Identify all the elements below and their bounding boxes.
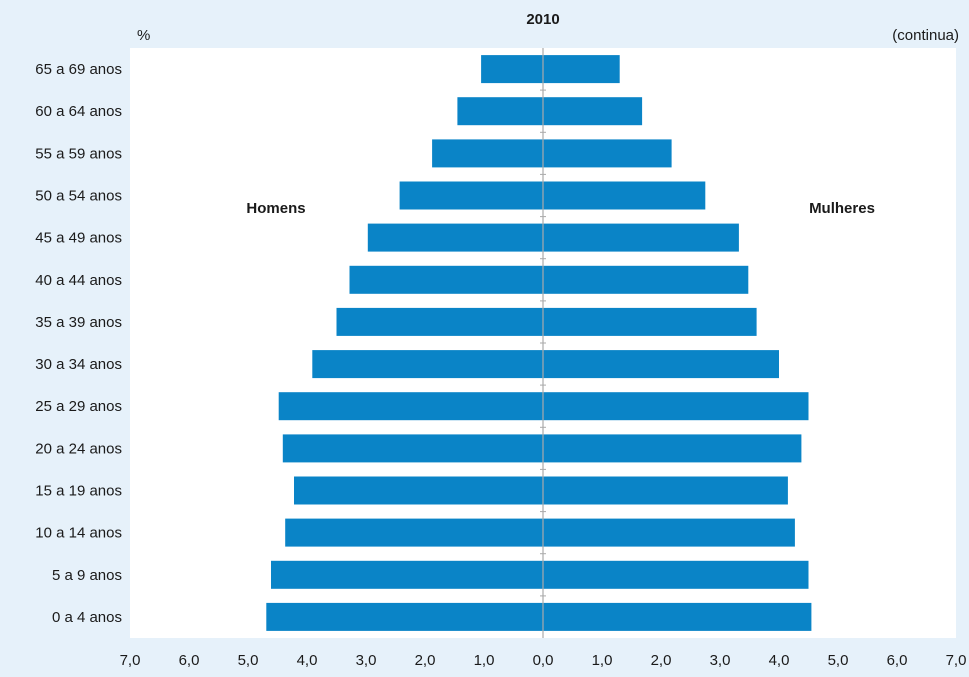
category-label: 50 a 54 anos: [35, 188, 122, 205]
bar-mulheres: [543, 265, 749, 294]
x-axis-ticks: 7,0 6,0 5,0 4,0 3,0 2,0 1,0 0,0 1,0 2,0 3,0 4,0 5,0 6…: [120, 652, 967, 669]
bar-homens: [457, 97, 543, 126]
bar-homens: [432, 139, 543, 168]
x-tick-label: 6,0: [179, 652, 200, 669]
x-tick-label: 5,0: [238, 652, 259, 669]
x-tick-label: 2,0: [415, 652, 436, 669]
category-label: 55 a 59 anos: [35, 145, 122, 162]
bar-homens: [294, 476, 543, 505]
bar-homens: [285, 518, 543, 547]
bar-homens: [282, 434, 543, 463]
bar-mulheres: [543, 476, 788, 505]
series-label-homens: Homens: [246, 200, 305, 217]
bars-group: [266, 55, 812, 631]
category-labels: 65 a 69 anos 60 a 64 anos 55 a 59 anos 50 a…: [35, 61, 122, 626]
bar-homens: [367, 223, 543, 252]
category-label: 30 a 34 anos: [35, 356, 122, 373]
bar-homens: [278, 392, 543, 421]
center-axis-ticks: [540, 89, 546, 597]
bar-homens: [349, 265, 543, 294]
chart-title: 2010: [526, 11, 559, 28]
x-tick-label: 4,0: [769, 652, 790, 669]
bar-mulheres: [543, 350, 779, 379]
bar-mulheres: [543, 223, 739, 252]
bar-homens: [266, 602, 543, 631]
category-label: 5 a 9 anos: [52, 567, 122, 584]
category-label: 45 a 49 anos: [35, 230, 122, 247]
x-tick-label: 7,0: [120, 652, 141, 669]
category-label: 0 a 4 anos: [52, 609, 122, 626]
bar-mulheres: [543, 55, 620, 84]
bar-mulheres: [543, 97, 643, 126]
x-tick-label: 0,0: [533, 652, 554, 669]
category-label: 15 a 19 anos: [35, 483, 122, 500]
continua-note: (continua): [892, 27, 959, 44]
category-label: 65 a 69 anos: [35, 61, 122, 78]
bar-mulheres: [543, 560, 809, 589]
x-tick-label: 2,0: [651, 652, 672, 669]
bar-mulheres: [543, 307, 757, 336]
bar-homens: [481, 55, 544, 84]
x-tick-label: 7,0: [946, 652, 967, 669]
bar-mulheres: [543, 518, 795, 547]
bar-homens: [312, 350, 543, 379]
unit-label: %: [137, 27, 150, 44]
x-tick-label: 3,0: [356, 652, 377, 669]
bar-mulheres: [543, 181, 706, 210]
x-tick-label: 3,0: [710, 652, 731, 669]
bar-mulheres: [543, 139, 672, 168]
x-tick-label: 6,0: [887, 652, 908, 669]
category-label: 10 a 14 anos: [35, 525, 122, 542]
bar-mulheres: [543, 392, 809, 421]
bar-homens: [271, 560, 543, 589]
category-label: 60 a 64 anos: [35, 103, 122, 120]
x-tick-label: 5,0: [828, 652, 849, 669]
bar-homens: [399, 181, 543, 210]
x-tick-label: 4,0: [297, 652, 318, 669]
category-label: 25 a 29 anos: [35, 398, 122, 415]
bar-homens: [336, 307, 543, 336]
category-label: 40 a 44 anos: [35, 272, 122, 289]
bar-mulheres: [543, 434, 802, 463]
category-label: 20 a 24 anos: [35, 440, 122, 457]
category-label: 35 a 39 anos: [35, 314, 122, 331]
bar-mulheres: [543, 602, 812, 631]
series-label-mulheres: Mulheres: [809, 200, 875, 217]
x-tick-label: 1,0: [474, 652, 495, 669]
x-tick-label: 1,0: [592, 652, 613, 669]
